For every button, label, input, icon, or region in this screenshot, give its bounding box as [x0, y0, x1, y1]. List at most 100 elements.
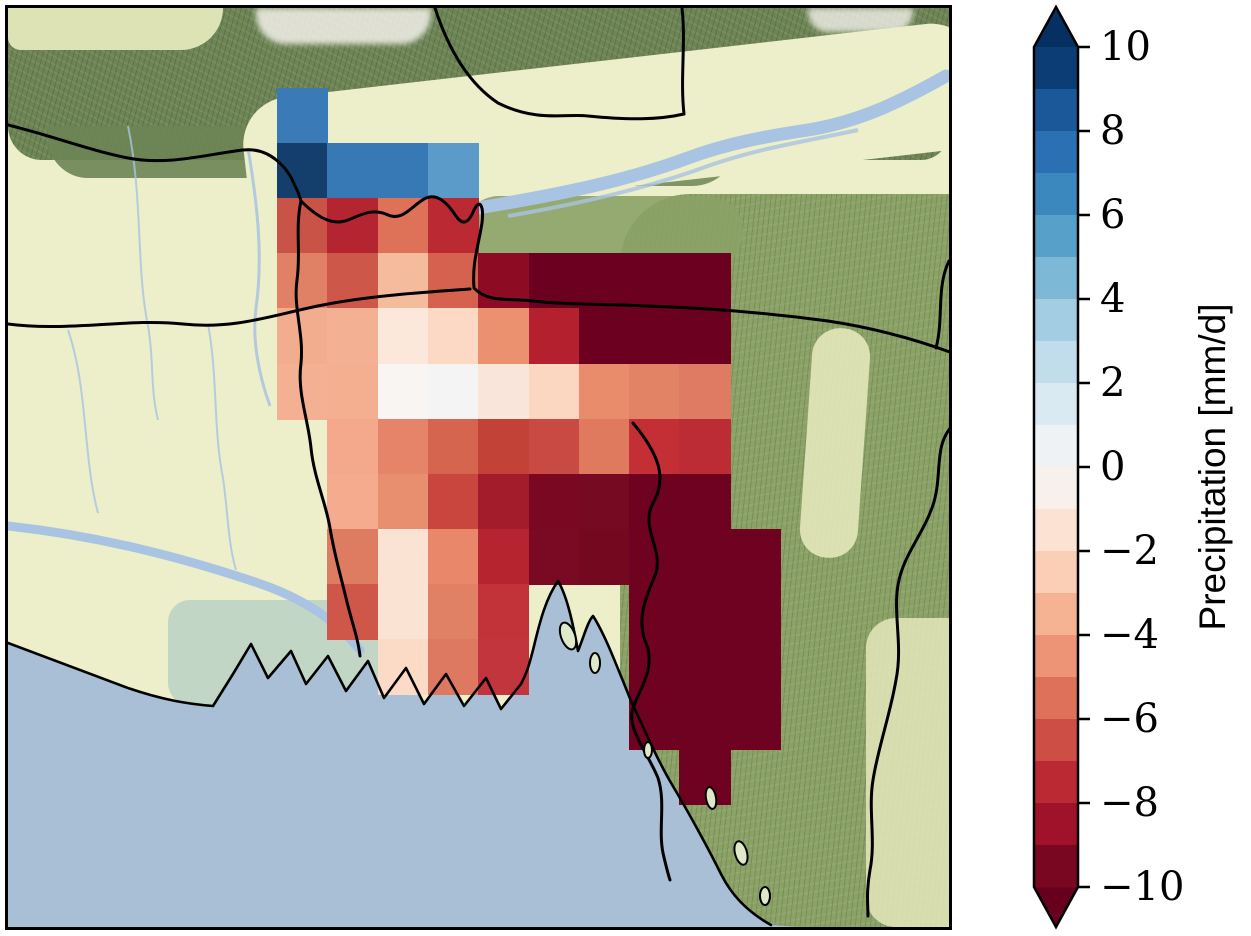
grid-cell-r2-c3 [427, 198, 480, 255]
colorbar-tick-label: −4 [1100, 612, 1159, 658]
grid-cell-r0-c0 [277, 88, 329, 145]
colorbar-segment [1034, 635, 1078, 678]
grid-cell-r10-c7 [629, 639, 681, 696]
grid-cell-r7-c6 [578, 473, 631, 530]
grid-cell-r4-c2 [377, 308, 429, 365]
grid-cell-r10-c9 [729, 639, 781, 696]
colorbar-tick-label: −10 [1100, 864, 1185, 910]
grid-cell-r6-c5 [528, 418, 580, 475]
grid-cell-r4-c7 [629, 308, 681, 365]
colorbar-tick-label: 6 [1100, 192, 1126, 238]
grid-cell-r3-c8 [679, 253, 731, 310]
colorbar-segment [1034, 299, 1078, 342]
grid-cell-r8-c9 [729, 528, 781, 585]
grid-cell-r5-c5 [528, 363, 580, 420]
colorbar-segment [1034, 173, 1078, 216]
grid-cell-r5-c4 [478, 363, 530, 420]
grid-cell-r10-c8 [679, 639, 731, 696]
grid-cell-r8-c6 [578, 528, 631, 585]
grid-cell-r3-c3 [427, 253, 480, 310]
colorbar-under-arrow-icon [1034, 887, 1078, 927]
colorbar-segment [1034, 509, 1078, 552]
grid-cell-r9-c8 [679, 583, 731, 640]
grid-cell-r6-c6 [578, 418, 631, 475]
borders-layer-svg [8, 8, 949, 927]
colorbar-segment [1034, 845, 1078, 888]
grid-cell-r9-c3 [427, 583, 480, 640]
river-stream-2 [67, 329, 99, 514]
grid-cell-r5-c8 [679, 363, 731, 420]
colorbar-segment [1034, 803, 1078, 846]
colorbar-tick-label: −8 [1100, 780, 1159, 826]
terrain-plain-northwest [8, 8, 223, 50]
border-bangladesh-north [299, 195, 949, 354]
grid-cell-r6-c4 [478, 418, 530, 475]
colorbar-outline [1032, 4, 1080, 930]
border-bhutan-west [433, 8, 686, 121]
grid-cell-r4-c5 [528, 308, 580, 365]
colorbar-tick-label: 0 [1100, 444, 1126, 490]
island-3 [643, 741, 653, 759]
grid-cell-r1-c3 [427, 143, 480, 200]
grid-cell-r4-c8 [679, 308, 731, 365]
colorbar-tick-label: 2 [1100, 360, 1126, 406]
colorbar-segment [1034, 761, 1078, 804]
terrain-snow-peaks-west [256, 8, 431, 44]
river-stream-3 [207, 323, 237, 571]
grid-cell-r3-c2 [377, 253, 429, 310]
colorbar-segment [1034, 131, 1078, 174]
colorbar-ticks [1078, 45, 1090, 889]
grid-cell-r9-c2 [377, 583, 429, 640]
grid-cell-r8-c8 [679, 528, 731, 585]
border-far-east [934, 259, 949, 350]
colorbar-segment [1034, 257, 1078, 300]
colorbar-segment [1034, 341, 1078, 384]
grid-cell-r4-c4 [478, 308, 530, 365]
colorbar-segments [1034, 47, 1078, 888]
grid-cell-r5-c2 [377, 363, 429, 420]
colorbar-segment [1034, 425, 1078, 468]
grid-cell-r3-c7 [629, 253, 681, 310]
grid-cell-r2-c1 [327, 198, 379, 255]
island-2 [589, 652, 601, 674]
colorbar [1032, 4, 1090, 930]
grid-cell-r7-c8 [679, 473, 731, 530]
coastline-path [8, 579, 773, 927]
grid-cell-r2-c2 [377, 198, 429, 255]
colorbar-segment [1034, 47, 1078, 90]
grid-cell-r8-c3 [427, 528, 480, 585]
colorbar-title: Precipitation [mm/d] [1192, 303, 1233, 631]
island-1 [558, 621, 578, 651]
colorbar-segment [1034, 719, 1078, 762]
grid-cell-r5-c7 [629, 363, 681, 420]
colorbar-tick-label: −6 [1100, 696, 1159, 742]
grid-cell-r7-c5 [528, 473, 580, 530]
colorbar-over-arrow-icon [1034, 7, 1078, 47]
colorbar-segment [1034, 215, 1078, 258]
border-nepal-south [8, 287, 472, 329]
colorbar-tick-label: −2 [1100, 528, 1159, 574]
grid-cell-r11-c8 [679, 694, 731, 751]
grid-cell-r6-c2 [377, 418, 429, 475]
grid-cell-r8-c5 [528, 528, 580, 585]
colorbar-segment [1034, 89, 1078, 132]
river-brahmaputra-branch [507, 128, 859, 218]
border-bangladesh-east [866, 427, 949, 918]
border-tripura-chittagong [630, 421, 672, 882]
map-panel [5, 5, 952, 930]
island-5 [733, 840, 749, 866]
grid-cell-r5-c3 [427, 363, 480, 420]
grid-cell-r9-c4 [478, 583, 530, 640]
colorbar-tick-label: 10 [1100, 24, 1151, 70]
grid-cell-r1-c1 [327, 143, 379, 200]
colorbar-segment [1034, 383, 1078, 426]
grid-cell-r7-c3 [427, 473, 480, 530]
colorbar-tick-label: 4 [1100, 276, 1126, 322]
grid-cell-r1-c2 [377, 143, 429, 200]
grid-cell-r6-c1 [327, 418, 379, 475]
grid-cell-r5-c1 [327, 363, 379, 420]
grid-cell-r11-c9 [729, 694, 781, 751]
river-stream-1 [127, 125, 159, 421]
grid-cell-r6-c3 [427, 418, 480, 475]
